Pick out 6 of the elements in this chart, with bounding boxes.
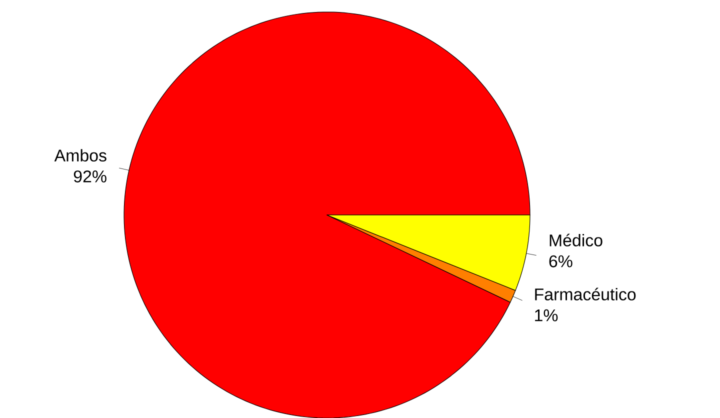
slice-label: Farmacéutico xyxy=(535,288,636,300)
data-label: 92% xyxy=(74,170,106,182)
slice-label: Médico xyxy=(550,234,602,246)
data-label: 1% xyxy=(535,309,558,322)
slice-label: Ambos xyxy=(54,148,106,162)
data-label: 6% xyxy=(549,255,572,268)
